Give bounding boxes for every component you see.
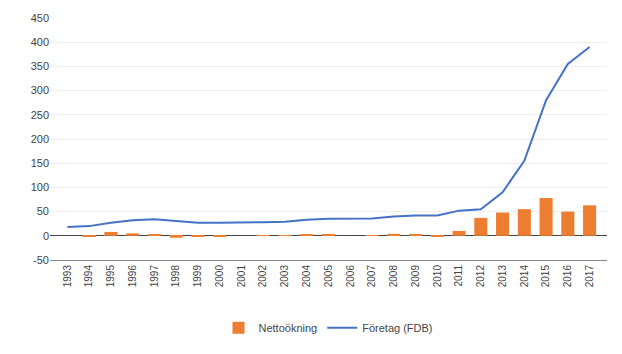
svg-text:Företag (FDB): Företag (FDB) xyxy=(362,322,432,334)
svg-text:2009: 2009 xyxy=(410,265,421,288)
svg-text:2013: 2013 xyxy=(497,265,508,288)
svg-text:2016: 2016 xyxy=(562,265,573,288)
svg-text:1994: 1994 xyxy=(83,265,94,288)
svg-text:2000: 2000 xyxy=(214,265,225,288)
svg-text:250: 250 xyxy=(31,109,49,121)
svg-text:50: 50 xyxy=(37,205,49,217)
svg-text:350: 350 xyxy=(31,60,49,72)
svg-text:2006: 2006 xyxy=(345,265,356,288)
svg-text:400: 400 xyxy=(31,36,49,48)
svg-text:300: 300 xyxy=(31,84,49,96)
svg-text:2012: 2012 xyxy=(475,265,486,288)
svg-text:1996: 1996 xyxy=(127,265,138,288)
svg-text:2015: 2015 xyxy=(540,265,551,288)
svg-text:1993: 1993 xyxy=(62,265,73,288)
svg-text:2008: 2008 xyxy=(388,265,399,288)
svg-text:2001: 2001 xyxy=(236,265,247,288)
svg-text:1999: 1999 xyxy=(192,265,203,288)
svg-text:0: 0 xyxy=(43,230,49,242)
svg-text:200: 200 xyxy=(31,133,49,145)
svg-text:2014: 2014 xyxy=(519,265,530,288)
svg-text:2011: 2011 xyxy=(453,265,464,287)
svg-text:2007: 2007 xyxy=(366,265,377,288)
svg-text:2017: 2017 xyxy=(584,265,595,288)
svg-text:450: 450 xyxy=(31,12,49,24)
svg-text:2003: 2003 xyxy=(279,265,290,288)
svg-text:2002: 2002 xyxy=(257,265,268,288)
svg-text:-50: -50 xyxy=(33,254,49,266)
svg-text:2005: 2005 xyxy=(323,265,334,288)
svg-text:2010: 2010 xyxy=(432,265,443,288)
svg-text:150: 150 xyxy=(31,157,49,169)
svg-text:1998: 1998 xyxy=(170,265,181,288)
svg-text:Nettoökning: Nettoökning xyxy=(259,322,318,334)
svg-text:1997: 1997 xyxy=(149,265,160,288)
svg-text:2004: 2004 xyxy=(301,265,312,288)
svg-text:100: 100 xyxy=(31,181,49,193)
svg-text:1995: 1995 xyxy=(105,265,116,288)
